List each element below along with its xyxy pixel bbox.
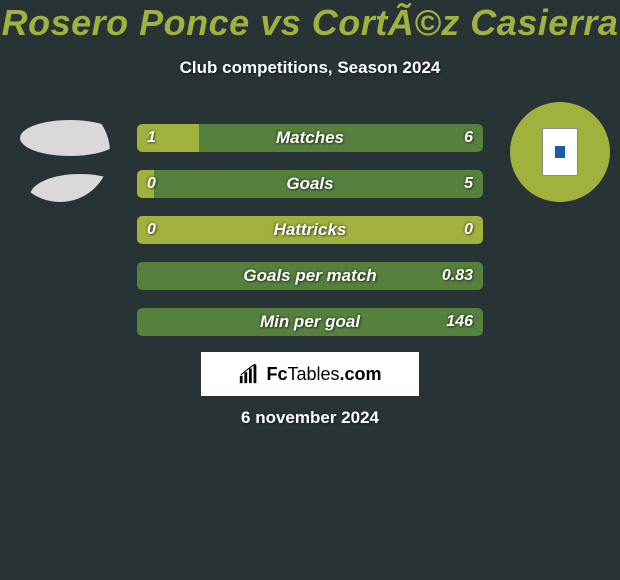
logo-text-com: .com	[340, 364, 382, 384]
stat-bars: 1 Matches 6 0 Goals 5 0 Hattricks 0 Goal…	[137, 124, 483, 354]
player-photo-right	[510, 102, 610, 202]
bar-base	[137, 262, 483, 290]
avatar-placeholder	[510, 102, 610, 202]
avatar-card-inner	[555, 146, 565, 158]
logo-text-tables: Tables	[287, 364, 339, 384]
player-photo-left	[10, 102, 110, 202]
comparison-infographic: Rosero Ponce vs CortÃ©z Casierra Club co…	[0, 0, 620, 580]
avatar-shape	[30, 174, 110, 202]
bar-base	[137, 308, 483, 336]
stat-row-min-per-goal: Min per goal 146	[137, 308, 483, 336]
avatar-shape	[20, 120, 110, 156]
avatar-placeholder	[10, 102, 110, 202]
avatar-card	[542, 128, 578, 176]
page-title: Rosero Ponce vs CortÃ©z Casierra	[0, 0, 620, 44]
stat-row-goals-per-match: Goals per match 0.83	[137, 262, 483, 290]
stat-row-hattricks: 0 Hattricks 0	[137, 216, 483, 244]
date-text: 6 november 2024	[0, 408, 620, 428]
stat-row-goals: 0 Goals 5	[137, 170, 483, 198]
bar-left-fill	[137, 124, 199, 152]
bars-icon	[238, 363, 260, 385]
page-subtitle: Club competitions, Season 2024	[0, 58, 620, 78]
logo-text-fc: Fc	[266, 364, 287, 384]
bar-base	[137, 170, 483, 198]
logo-text: FcTables.com	[266, 364, 381, 385]
bar-left-fill	[137, 216, 317, 244]
bar-left-fill	[137, 170, 154, 198]
fctables-logo: FcTables.com	[201, 352, 419, 396]
stat-row-matches: 1 Matches 6	[137, 124, 483, 152]
